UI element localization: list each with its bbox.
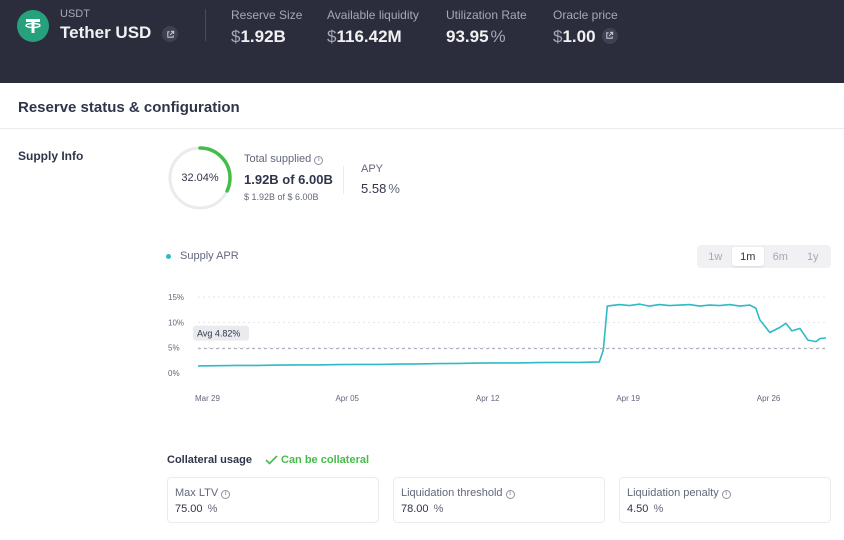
supply-apr-chart[interactable]: 0% 5% 10% 15% Avg 4.82% Mar 29 Apr 05 Apr 12 Apr… (160, 283, 832, 409)
time-range-tabs: 1w 1m 6m 1y (697, 245, 831, 268)
token-symbol: USDT (60, 8, 90, 20)
param-label: Liquidation penalty i (627, 487, 823, 499)
collateral-status: Can be collateral (265, 454, 369, 466)
token-name: Tether USD (60, 23, 152, 42)
x-tick-label: Apr 19 (616, 394, 640, 403)
info-icon[interactable]: i (505, 489, 515, 499)
x-tick-label: Mar 29 (195, 394, 220, 403)
ring-progress-arc (168, 146, 232, 210)
y-tick-label: 10% (168, 318, 184, 327)
range-tab-6m[interactable]: 6m (772, 250, 788, 263)
header-divider (205, 9, 206, 41)
average-badge (193, 325, 249, 341)
oracle-price-stat: Oracle price $1.00 (553, 8, 618, 47)
y-tick-label: 15% (168, 293, 184, 302)
info-icon[interactable]: i (314, 155, 324, 165)
stat-value: $1.00 (553, 27, 618, 47)
legend-label: Supply APR (180, 250, 239, 262)
max-ltv-box: Max LTV i 75.00 % (167, 477, 379, 523)
external-link-icon[interactable] (162, 26, 178, 42)
total-supplied-usd: $ 1.92B of $ 6.00B (244, 192, 319, 202)
apy-label: APY (361, 163, 384, 175)
legend-dot-icon (166, 253, 171, 259)
range-tab-1m[interactable]: 1m (731, 247, 764, 266)
stat-label: Reserve Size (231, 8, 303, 22)
ring-percentage: 32.04% (181, 172, 219, 184)
stat-label: Utilization Rate (446, 8, 527, 22)
x-tick-label: Apr 05 (335, 394, 359, 403)
stat-value: 93.95% (446, 27, 506, 46)
total-supplied-value: 1.92B of 6.00B (244, 172, 333, 187)
stat-value: $1.92B (231, 27, 286, 46)
oracle-external-link-icon[interactable] (601, 27, 618, 44)
x-tick-label: Apr 26 (757, 394, 781, 403)
stat-label: Oracle price (553, 8, 618, 22)
info-icon[interactable]: i (721, 489, 731, 499)
range-tab-1y[interactable]: 1y (806, 250, 819, 263)
stat-label: Available liquidity (327, 8, 419, 22)
supply-utilization-ring: 32.04% (167, 145, 233, 211)
reserve-header: USDT Tether USD Reserve Size $1.92B Avai… (0, 0, 844, 83)
range-tab-1w[interactable]: 1w (708, 250, 723, 263)
stat-value: $116.42M (327, 27, 402, 46)
supply-divider (343, 166, 344, 194)
card-divider (0, 128, 844, 129)
param-value: 78.00 % (401, 503, 444, 515)
supply-info-label: Supply Info (18, 149, 84, 163)
collateral-usage-label: Collateral usage (167, 454, 252, 466)
total-supplied-label: Total supplied i (244, 153, 324, 165)
card-title: Reserve status & configuration (18, 99, 240, 116)
tether-logo-icon (17, 10, 49, 42)
liquidation-penalty-box: Liquidation penalty i 4.50 % (619, 477, 831, 523)
param-value: 75.00 % (175, 503, 218, 515)
x-tick-label: Apr 12 (476, 394, 500, 403)
param-label: Liquidation threshold i (401, 487, 597, 499)
y-tick-label: 5% (168, 344, 180, 353)
param-value: 4.50 % (627, 503, 664, 515)
reserve-size-stat: Reserve Size $1.92B (231, 8, 302, 47)
y-tick-label: 0% (168, 369, 180, 378)
apy-value: 5.58% (361, 181, 400, 196)
chart-legend: Supply APR (166, 250, 239, 262)
utilization-rate-stat: Utilization Rate 93.95% (446, 8, 527, 47)
param-label: Max LTV i (175, 487, 371, 499)
reserve-status-card: Reserve status & configuration Supply In… (0, 83, 844, 540)
available-liquidity-stat: Available liquidity $116.42M (327, 8, 419, 47)
check-icon (265, 455, 278, 465)
liquidation-threshold-box: Liquidation threshold i 78.00 % (393, 477, 605, 523)
supply-apr-line (197, 303, 827, 367)
info-icon[interactable]: i (221, 489, 231, 499)
average-label: Avg 4.82% (197, 329, 240, 339)
